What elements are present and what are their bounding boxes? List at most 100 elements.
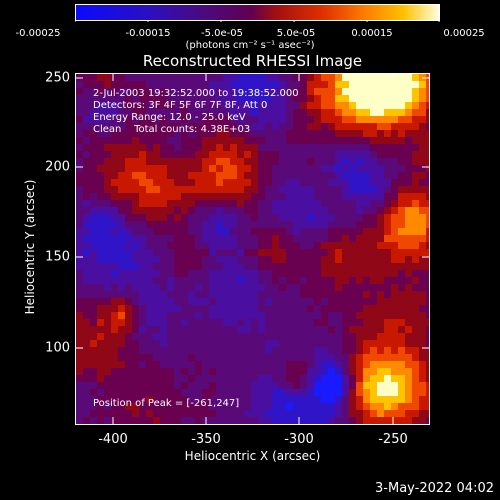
heatmap-cell bbox=[335, 410, 342, 417]
heatmap-cell bbox=[97, 347, 104, 354]
heatmap-cell bbox=[321, 347, 328, 354]
heatmap-cell bbox=[398, 102, 405, 109]
heatmap-cell bbox=[258, 410, 265, 417]
heatmap-cell bbox=[300, 312, 307, 319]
heatmap-cell bbox=[188, 130, 195, 137]
heatmap-cell bbox=[132, 312, 139, 319]
heatmap-cell bbox=[132, 382, 139, 389]
heatmap-cell bbox=[76, 249, 83, 256]
heatmap-cell bbox=[335, 214, 342, 221]
heatmap-cell bbox=[223, 158, 230, 165]
heatmap-cell bbox=[181, 130, 188, 137]
heatmap-cell bbox=[153, 81, 160, 88]
rhessi-image[interactable]: 2-Jul-2003 19:32:52.000 to 19:38:52.000 … bbox=[75, 73, 430, 425]
heatmap-cell bbox=[181, 249, 188, 256]
heatmap-cell bbox=[104, 333, 111, 340]
heatmap-cell bbox=[314, 123, 321, 130]
heatmap-cell bbox=[139, 88, 146, 95]
heatmap-cell bbox=[146, 403, 153, 410]
heatmap-cell bbox=[83, 277, 90, 284]
heatmap-cell bbox=[251, 263, 258, 270]
heatmap-cell bbox=[279, 298, 286, 305]
heatmap-cell bbox=[118, 326, 125, 333]
heatmap-cell bbox=[356, 347, 363, 354]
heatmap-cell bbox=[279, 165, 286, 172]
heatmap-cell bbox=[363, 109, 370, 116]
heatmap-cell bbox=[97, 361, 104, 368]
heatmap-cell bbox=[230, 270, 237, 277]
heatmap-cell bbox=[391, 102, 398, 109]
heatmap-cell bbox=[104, 95, 111, 102]
heatmap-cell bbox=[209, 277, 216, 284]
heatmap-cell bbox=[195, 291, 202, 298]
heatmap-cell bbox=[419, 221, 426, 228]
heatmap-cell bbox=[167, 417, 174, 424]
heatmap-cell bbox=[174, 200, 181, 207]
heatmap-cell bbox=[370, 382, 377, 389]
heatmap-cell bbox=[286, 256, 293, 263]
heatmap-cell bbox=[230, 277, 237, 284]
heatmap-cell bbox=[412, 263, 419, 270]
heatmap-cell bbox=[188, 298, 195, 305]
heatmap-cell bbox=[307, 158, 314, 165]
heatmap-cell bbox=[342, 340, 349, 347]
heatmap-cell bbox=[412, 389, 419, 396]
heatmap-cell bbox=[300, 242, 307, 249]
heatmap-cell bbox=[139, 305, 146, 312]
heatmap-cell bbox=[314, 249, 321, 256]
y-tick-label: 250 bbox=[45, 70, 70, 86]
heatmap-cell bbox=[314, 109, 321, 116]
heatmap-cell bbox=[321, 410, 328, 417]
heatmap-cell bbox=[160, 417, 167, 424]
heatmap-cell bbox=[307, 109, 314, 116]
heatmap-cell bbox=[321, 354, 328, 361]
heatmap-cell bbox=[335, 151, 342, 158]
heatmap-cell bbox=[300, 200, 307, 207]
plot-title: Reconstructed RHESSI Image bbox=[142, 52, 363, 70]
heatmap-cell bbox=[300, 172, 307, 179]
heatmap-cell bbox=[90, 242, 97, 249]
heatmap-cell bbox=[118, 347, 125, 354]
heatmap-cell bbox=[146, 326, 153, 333]
heatmap-cell bbox=[377, 305, 384, 312]
heatmap-cell bbox=[237, 123, 244, 130]
heatmap-cell bbox=[377, 74, 384, 81]
heatmap-cell bbox=[153, 326, 160, 333]
heatmap-cell bbox=[118, 109, 125, 116]
heatmap-cell bbox=[405, 277, 412, 284]
heatmap-cell bbox=[230, 207, 237, 214]
heatmap-cell bbox=[412, 109, 419, 116]
heatmap-cell bbox=[202, 200, 209, 207]
heatmap-cell bbox=[265, 277, 272, 284]
heatmap-cell bbox=[370, 403, 377, 410]
heatmap-cell bbox=[314, 116, 321, 123]
heatmap-cell bbox=[111, 200, 118, 207]
heatmap-cell bbox=[307, 151, 314, 158]
heatmap-cell bbox=[181, 403, 188, 410]
heatmap-cell bbox=[265, 417, 272, 424]
heatmap-cell bbox=[391, 242, 398, 249]
heatmap-cell bbox=[279, 74, 286, 81]
heatmap-cell bbox=[342, 298, 349, 305]
heatmap-cell bbox=[370, 165, 377, 172]
heatmap-cell bbox=[328, 130, 335, 137]
heatmap-cell bbox=[321, 214, 328, 221]
heatmap-cell bbox=[321, 200, 328, 207]
heatmap-cell bbox=[188, 109, 195, 116]
heatmap-cell bbox=[244, 249, 251, 256]
heatmap-cell bbox=[412, 172, 419, 179]
heatmap-cell bbox=[146, 130, 153, 137]
heatmap-cell bbox=[237, 158, 244, 165]
heatmap-cell bbox=[90, 200, 97, 207]
heatmap-cell bbox=[153, 277, 160, 284]
heatmap-cell bbox=[104, 340, 111, 347]
heatmap-cell bbox=[237, 137, 244, 144]
heatmap-cell bbox=[216, 214, 223, 221]
heatmap-cell bbox=[118, 284, 125, 291]
heatmap-cell bbox=[174, 130, 181, 137]
heatmap-cell bbox=[209, 123, 216, 130]
heatmap-cell bbox=[216, 354, 223, 361]
heatmap-cell bbox=[419, 270, 426, 277]
heatmap-cell bbox=[419, 347, 426, 354]
heatmap-cell bbox=[97, 256, 104, 263]
